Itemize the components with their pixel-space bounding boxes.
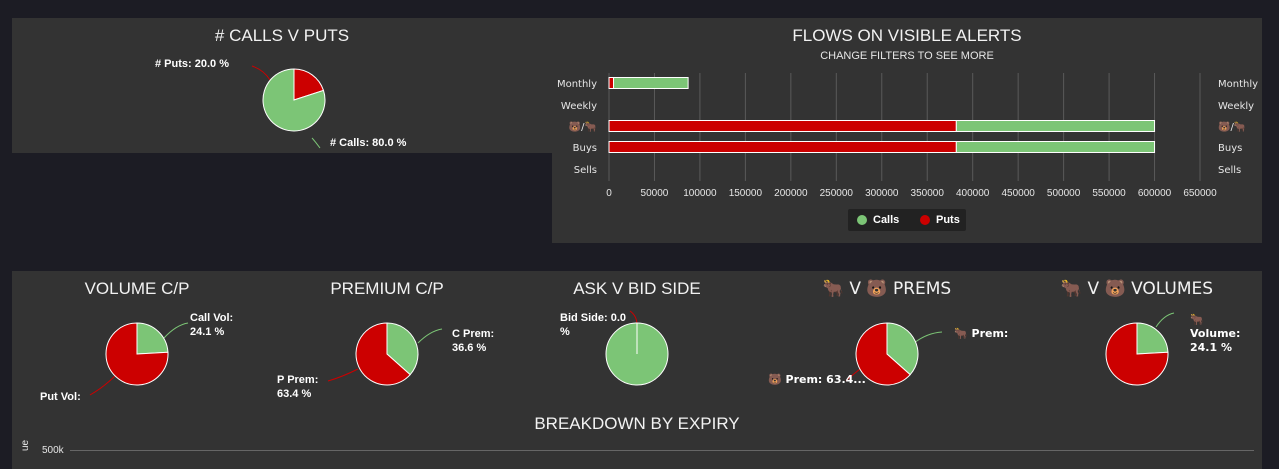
flows-bar-chart: 0 50000 100000 150000 200000 250000 300000 3500… xyxy=(557,73,1258,199)
legend-puts-label[interactable]: Puts xyxy=(936,214,960,226)
small-pie-1-slice-0[interactable] xyxy=(386,322,419,376)
flows-category-label-right: Buys xyxy=(1218,143,1242,154)
bid-side-leader-line xyxy=(629,310,638,324)
put-vol-leader-line xyxy=(89,374,117,396)
calls-leader-line xyxy=(311,137,321,149)
ask-v-bid-panel: ASK V BID SIDE Bid Side: 0.0 % xyxy=(512,271,762,407)
small-pie-4-slice-0[interactable] xyxy=(1136,322,1169,355)
expiry-ytick: 500k xyxy=(42,445,64,456)
flows-panel: FLOWS ON VISIBLE ALERTS CHANGE FILTERS T… xyxy=(552,18,1262,243)
flows-xtick-label: 650000 xyxy=(1183,188,1217,199)
premium-cp-panel: PREMIUM C/P C Prem: 36.6 % P Prem: 63.4 … xyxy=(262,271,512,407)
premium-cp-title: PREMIUM C/P xyxy=(330,279,444,298)
small-pie-0-slice-0[interactable] xyxy=(136,322,169,355)
expiry-ylabel: ue xyxy=(20,439,31,451)
legend-calls-label[interactable]: Calls xyxy=(873,214,900,226)
bull-prem-leader-line xyxy=(913,331,943,344)
calls-pie-label: # Calls: 80.0 % xyxy=(330,137,407,149)
legend-calls-dot[interactable] xyxy=(857,215,867,225)
flows-xtick-label: 350000 xyxy=(911,188,945,199)
small-pie-3-slice-0[interactable] xyxy=(886,322,919,376)
flows-xtick-label: 500000 xyxy=(1047,188,1081,199)
call-vol-label: Call Vol: 24.1 % xyxy=(190,312,234,338)
calls-v-puts-panel: # CALLS V PUTS # Puts: 20.0 % # Calls: 8… xyxy=(12,18,552,153)
bid-side-label: Bid Side: 0.0 % xyxy=(560,312,627,338)
flows-title: FLOWS ON VISIBLE ALERTS xyxy=(792,26,1022,45)
puts-pie-label: # Puts: 20.0 % xyxy=(155,58,229,70)
flows-category-label-right: Weekly xyxy=(1218,101,1254,112)
volume-cp-pie xyxy=(89,322,189,396)
volume-cp-title: VOLUME C/P xyxy=(84,279,190,298)
flows-subtitle: CHANGE FILTERS TO SEE MORE xyxy=(820,50,994,62)
flows-bar-puts[interactable] xyxy=(608,120,957,132)
premium-cp-pie xyxy=(327,322,443,386)
expiry-gridline xyxy=(70,450,1254,451)
expiry-title: BREAKDOWN BY EXPIRY xyxy=(534,414,740,433)
calls-v-puts-slice-1[interactable] xyxy=(262,68,326,132)
bull-volume-label: 🐂 Volume: 24.1 % xyxy=(1190,313,1241,354)
bull-bear-prems-title: 🐂 V 🐻 PREMS xyxy=(822,279,952,299)
flows-xtick-label: 400000 xyxy=(956,188,990,199)
flows-xtick-label: 100000 xyxy=(683,188,717,199)
flows-bar-puts[interactable] xyxy=(608,141,957,153)
calls-v-puts-slice-0[interactable] xyxy=(293,68,325,101)
bull-bear-volumes-title: 🐂 V 🐻 VOLUMES xyxy=(1060,279,1214,299)
bull-prem-label: 🐂 Prem: 3 xyxy=(954,327,1012,340)
flows-xtick-label: 150000 xyxy=(729,188,763,199)
ask-v-bid-pie xyxy=(605,310,669,386)
flows-category-label-left: Sells xyxy=(574,165,597,176)
small-pie-4-slice-1[interactable] xyxy=(1105,322,1169,386)
puts-leader-line xyxy=(251,65,271,81)
flows-xtick-label: 450000 xyxy=(1001,188,1035,199)
flows-category-label-left: Buys xyxy=(573,143,597,154)
flows-xtick-label: 550000 xyxy=(1092,188,1126,199)
put-vol-label: Put Vol: xyxy=(40,391,81,403)
small-pie-3-slice-1[interactable] xyxy=(855,322,911,386)
flows-legend xyxy=(848,209,966,231)
bear-prem-label: 🐻 Prem: 63.4... xyxy=(768,373,866,386)
flows-xtick-label: 0 xyxy=(606,188,612,199)
flows-xtick-label: 600000 xyxy=(1138,188,1172,199)
flows-bar-calls[interactable] xyxy=(613,77,689,89)
bear-prem-leader-line xyxy=(845,368,861,382)
ask-v-bid-title: ASK V BID SIDE xyxy=(573,279,701,298)
flows-category-label-left: 🐻/🐂 xyxy=(569,120,597,133)
c-prem-label: C Prem: 36.6 % xyxy=(452,328,495,354)
flows-xtick-label: 50000 xyxy=(641,188,669,199)
bull-bear-prems-panel: 🐂 V 🐻 PREMS 🐂 Prem: 3 🐻 Prem: 63.4... xyxy=(762,271,1012,407)
legend-puts-dot[interactable] xyxy=(920,215,930,225)
bull-bear-volumes-panel: 🐂 V 🐻 VOLUMES 🐂 Volume: 24.1 % xyxy=(1012,271,1262,407)
bull-bear-prems-pie xyxy=(845,322,943,386)
flows-bar-puts[interactable] xyxy=(608,77,615,89)
flows-category-label-right: Sells xyxy=(1218,165,1241,176)
small-pie-0-slice-1[interactable] xyxy=(105,322,169,386)
small-pie-1-slice-1[interactable] xyxy=(355,322,411,386)
calls-v-puts-pie xyxy=(251,65,326,149)
flows-bar-calls[interactable] xyxy=(955,141,1156,153)
call-vol-leader-line xyxy=(163,322,189,339)
bull-volume-leader-line xyxy=(1155,312,1175,328)
flows-bar-calls[interactable] xyxy=(955,120,1156,132)
p-prem-label: P Prem: 63.4 % xyxy=(277,374,319,400)
bull-bear-volumes-pie xyxy=(1105,312,1175,386)
c-prem-leader-line xyxy=(417,328,443,344)
flows-xtick-label: 250000 xyxy=(820,188,854,199)
p-prem-leader-line xyxy=(327,368,359,382)
calls-v-puts-title: # CALLS V PUTS xyxy=(214,26,350,45)
flows-category-label-right: 🐻/🐂 xyxy=(1218,120,1246,133)
flows-category-label-left: Weekly xyxy=(561,101,597,112)
flows-category-label-left: Monthly xyxy=(557,79,597,90)
flows-xtick-label: 300000 xyxy=(865,188,899,199)
flows-xtick-label: 200000 xyxy=(774,188,808,199)
expiry-panel: BREAKDOWN BY EXPIRY 500k ue xyxy=(12,407,1262,469)
flows-category-label-right: Monthly xyxy=(1218,79,1258,90)
volume-cp-panel: VOLUME C/P Call Vol: 24.1 % Put Vol: xyxy=(12,271,262,407)
